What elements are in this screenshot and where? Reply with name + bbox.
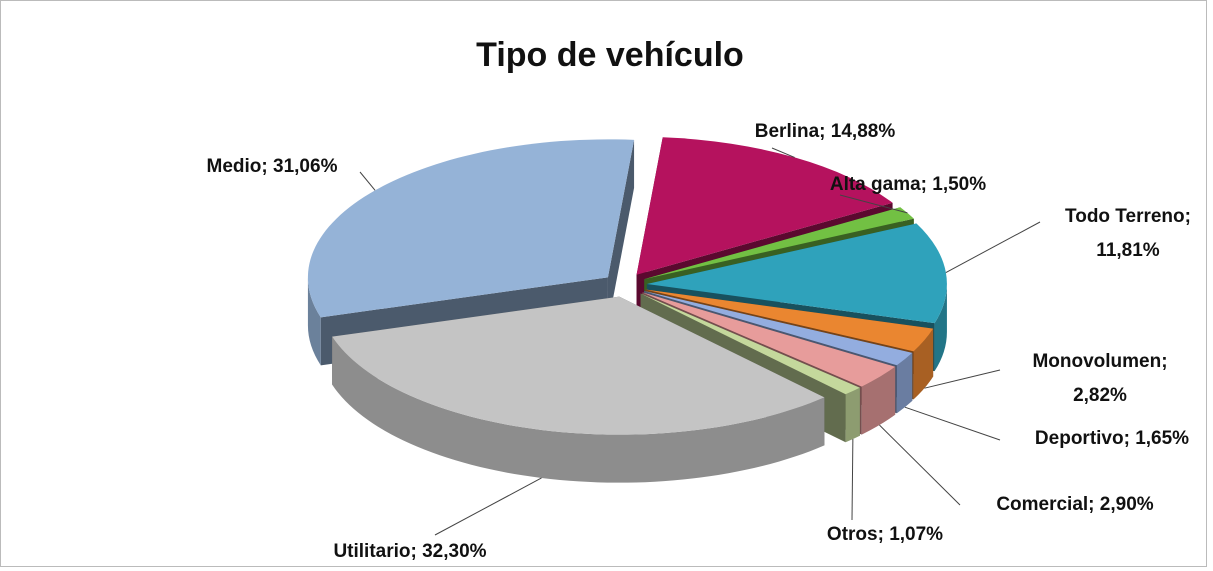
slice-wall [845,387,860,443]
data-label: Alta gama; 1,50% [830,174,986,195]
slice [332,296,825,435]
chart-title: Tipo de vehículo [476,36,744,74]
slice [636,137,893,275]
leader-line [359,171,376,191]
slice [307,139,635,318]
data-label: Otros; 1,07% [827,524,943,545]
slice-side [607,139,635,326]
leader-line [904,406,1001,441]
leader-line [839,194,908,214]
slice-wall [332,336,825,483]
data-label: Todo Terreno; 11,81% [1065,206,1191,261]
slice-wall [861,366,896,435]
slice-wall [934,283,947,372]
leader-line [924,369,1001,389]
slice-wall [913,328,934,400]
data-label: Medio; 31,06% [207,156,338,177]
slice [644,207,914,280]
data-label: Berlina; 14,88% [755,121,896,142]
data-label: Monovolumen; 2,82% [1032,351,1167,406]
leader-line [851,439,854,521]
slice [640,293,860,395]
labels: Berlina; 14,88% Alta gama; 1,50% Todo Terr… [207,121,1191,562]
data-label: Utilitario; 32,30% [333,541,486,562]
slice-wall [307,277,321,366]
leader-line [879,424,961,506]
leader-line [945,221,1041,273]
leader-line [771,147,795,158]
slice-wall [896,352,913,414]
slice [644,290,913,366]
leader-line [434,477,542,536]
data-label: Comercial; 2,90% [996,494,1153,515]
slice [646,223,947,324]
slice [642,292,896,387]
pie [307,137,947,483]
slice [645,289,934,352]
data-label: Deportivo; 1,65% [1035,428,1189,449]
